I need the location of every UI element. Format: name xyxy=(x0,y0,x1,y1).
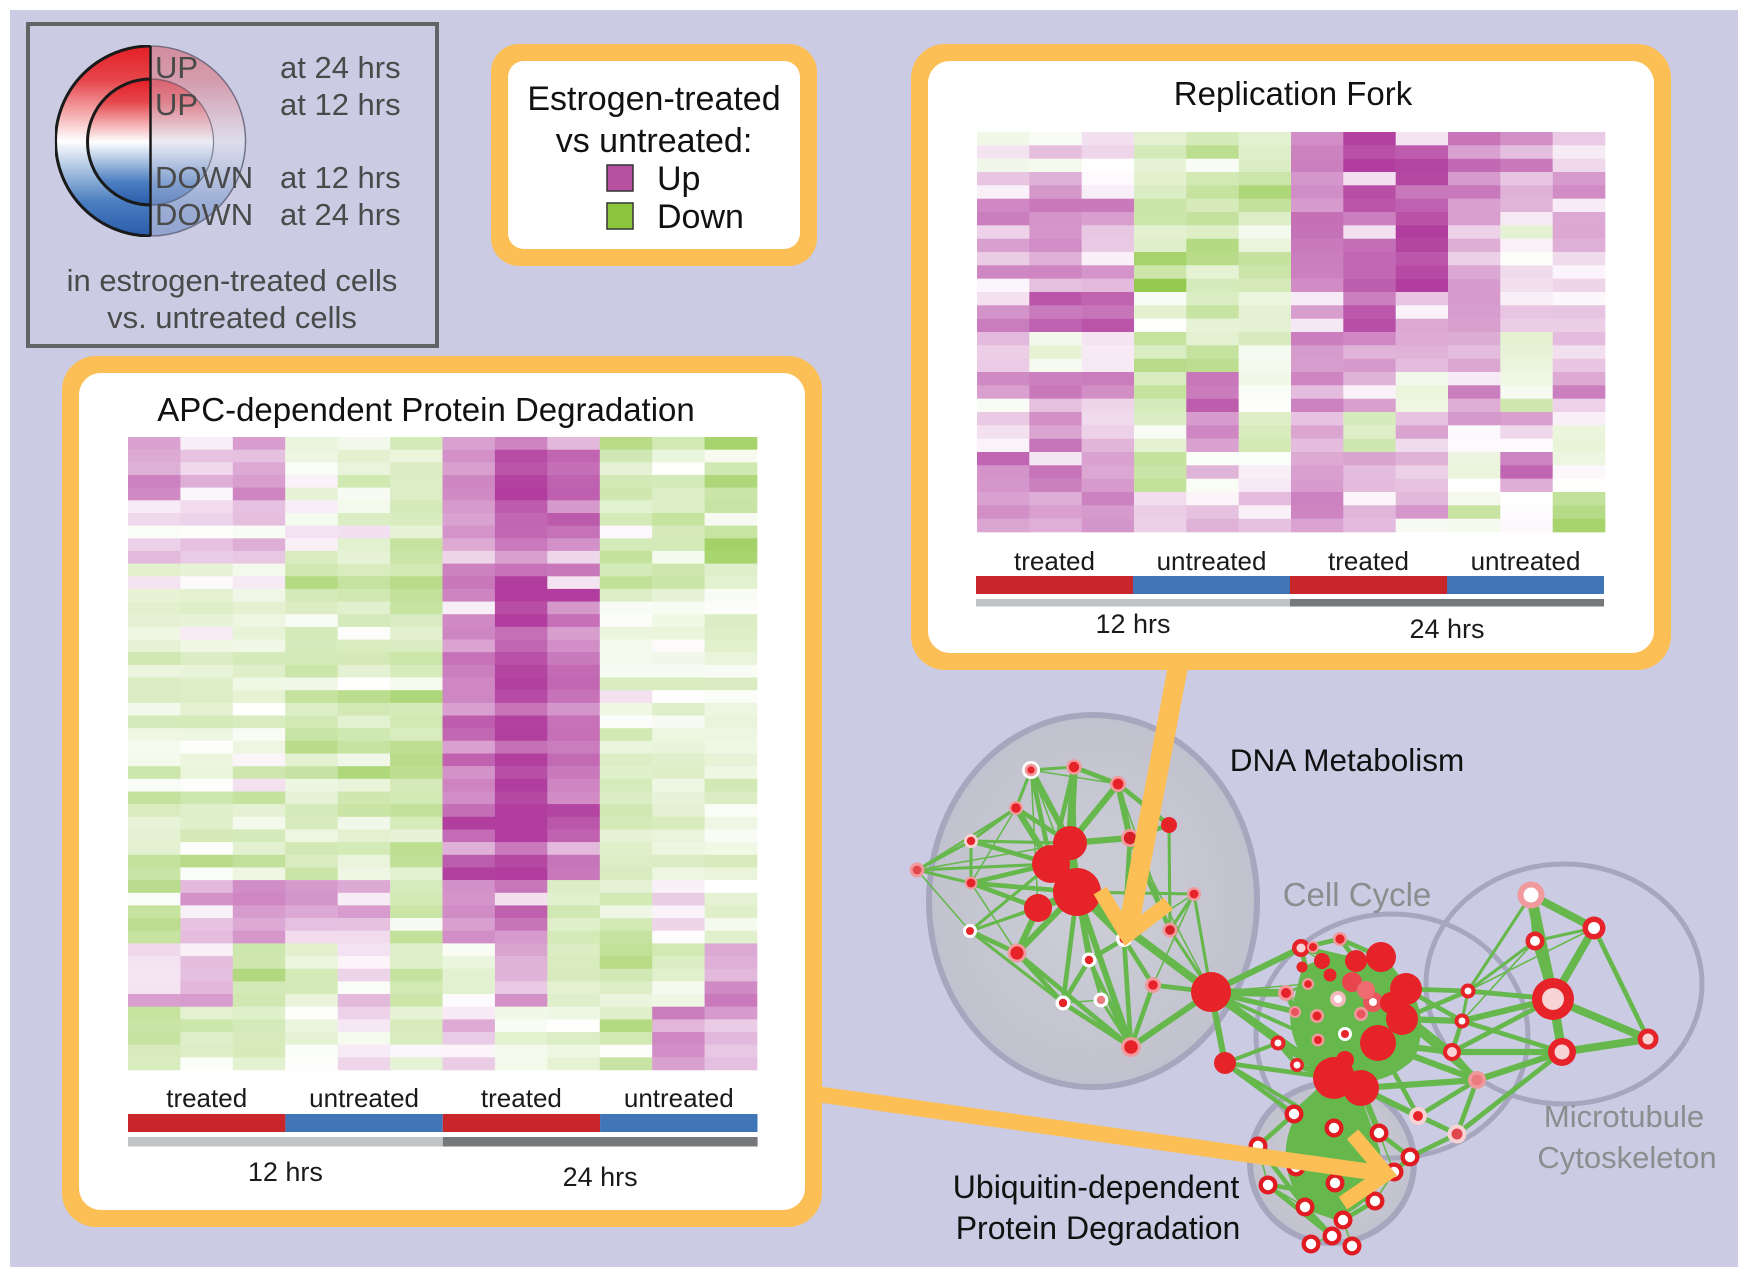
svg-text:Up: Up xyxy=(657,160,700,198)
svg-text:UP: UP xyxy=(155,50,198,85)
svg-text:untreated: untreated xyxy=(1157,546,1267,576)
svg-text:untreated: untreated xyxy=(624,1083,734,1113)
svg-text:vs untreated:: vs untreated: xyxy=(556,122,753,160)
svg-text:APC-dependent Protein Degradat: APC-dependent Protein Degradation xyxy=(157,391,695,428)
svg-text:Replication Fork: Replication Fork xyxy=(1174,75,1413,112)
svg-text:at 12 hrs: at 12 hrs xyxy=(280,87,401,122)
svg-text:Estrogen-treated: Estrogen-treated xyxy=(527,80,780,118)
svg-text:DNA Metabolism: DNA Metabolism xyxy=(1230,742,1465,778)
svg-text:in estrogen-treated cells: in estrogen-treated cells xyxy=(67,263,398,298)
svg-text:Protein Degradation: Protein Degradation xyxy=(956,1210,1241,1246)
svg-text:at 12 hrs: at 12 hrs xyxy=(280,160,401,195)
svg-text:Microtubule: Microtubule xyxy=(1544,1099,1704,1134)
svg-text:treated: treated xyxy=(166,1083,247,1113)
svg-text:treated: treated xyxy=(1014,546,1095,576)
svg-text:Ubiquitin-dependent: Ubiquitin-dependent xyxy=(953,1169,1240,1205)
svg-text:vs. untreated cells: vs. untreated cells xyxy=(107,300,357,335)
svg-text:12 hrs: 12 hrs xyxy=(248,1157,323,1187)
svg-text:DOWN: DOWN xyxy=(155,197,253,232)
svg-text:24 hrs: 24 hrs xyxy=(563,1162,638,1192)
svg-text:24 hrs: 24 hrs xyxy=(1409,614,1484,644)
svg-text:untreated: untreated xyxy=(309,1083,419,1113)
svg-text:Down: Down xyxy=(657,198,744,236)
svg-text:treated: treated xyxy=(1328,546,1409,576)
svg-text:DOWN: DOWN xyxy=(155,160,253,195)
svg-text:treated: treated xyxy=(481,1083,562,1113)
svg-text:at 24 hrs: at 24 hrs xyxy=(280,50,401,85)
svg-text:Cytoskeleton: Cytoskeleton xyxy=(1537,1140,1716,1175)
svg-text:at 24 hrs: at 24 hrs xyxy=(280,197,401,232)
svg-text:12 hrs: 12 hrs xyxy=(1095,609,1170,639)
svg-text:Cell Cycle: Cell Cycle xyxy=(1283,876,1432,913)
svg-text:UP: UP xyxy=(155,87,198,122)
svg-text:untreated: untreated xyxy=(1471,546,1581,576)
